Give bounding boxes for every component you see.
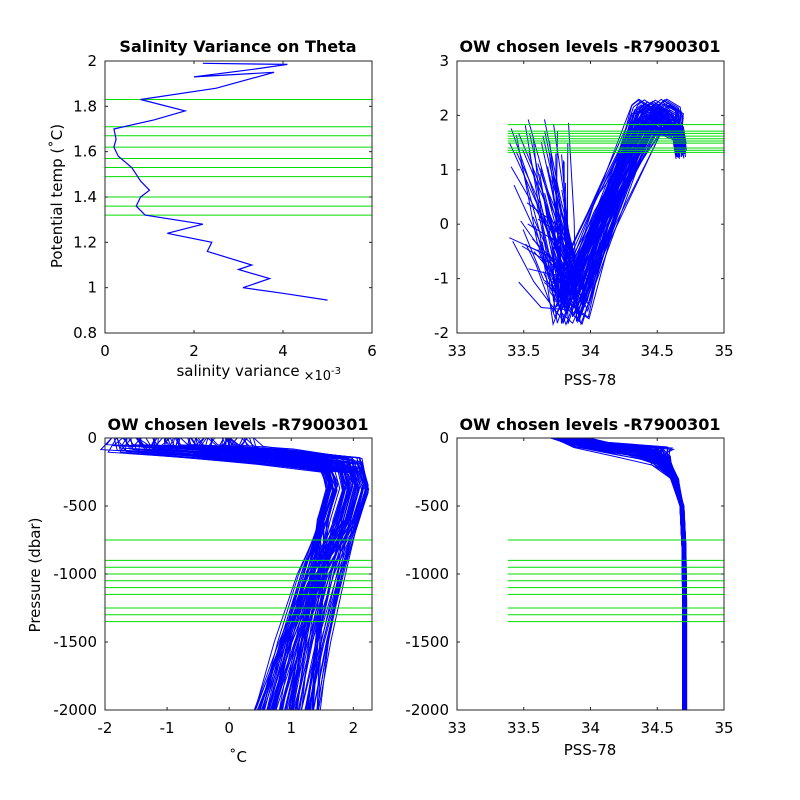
ts-profile-line	[546, 122, 681, 287]
panel-title: OW chosen levels -R7900301	[459, 37, 720, 56]
y-tick-label: -1000	[405, 565, 449, 583]
panel-theta-salinity: OW chosen levels -R7900301 PSS-78 33 33.5…	[434, 37, 734, 389]
temperature-profile-line	[157, 437, 359, 711]
panel-title: OW chosen levels -R7900301	[459, 415, 720, 434]
x-axis-label: PSS-78	[564, 371, 617, 389]
temperature-profile-line	[169, 437, 334, 711]
y-tick-label: 1.6	[73, 143, 97, 161]
ts-profile-line	[559, 108, 683, 310]
y-tick-label: 2	[439, 106, 449, 124]
y-tick-label: 0	[439, 429, 449, 447]
y-tick-label: 1.4	[73, 188, 97, 206]
y-tick-label: -2000	[53, 701, 97, 719]
profiles	[508, 98, 688, 327]
y-tick-label: 0	[87, 429, 97, 447]
x-tick-label: -1	[160, 719, 175, 737]
x-tick-label: 0	[100, 342, 110, 360]
variance-line	[113, 62, 328, 301]
x-tick-label: 33	[447, 719, 466, 737]
y-tick-label: -1500	[405, 633, 449, 651]
temperature-profile-line	[176, 437, 356, 711]
ts-profile-line	[537, 108, 682, 324]
panel-pressure-temperature: OW chosen levels -R7900301 ˚C Pressure (…	[26, 415, 373, 766]
ts-profile-line	[566, 114, 685, 314]
y-tick-label: -2	[434, 324, 449, 342]
y-tick-label: -1000	[53, 565, 97, 583]
x-axis-label: salinity variance	[176, 362, 299, 380]
x-tick-label: 35	[714, 719, 733, 737]
y-tick-label: 3	[439, 52, 449, 70]
y-tick-label: -500	[415, 497, 449, 515]
temperature-profile-line	[130, 437, 365, 711]
x-tick-label: 2	[189, 342, 199, 360]
temperature-profile-line	[237, 437, 369, 711]
x-tick-label: 1	[287, 719, 297, 737]
panel-pressure-salinity: OW chosen levels -R7900301 PSS-78 33 33.5…	[405, 415, 733, 759]
ts-profile-line	[568, 100, 679, 322]
y-tick-label: -1500	[53, 633, 97, 651]
x-tick-label: 34.5	[641, 719, 674, 737]
x-tick-label: 35	[714, 342, 733, 360]
temperature-profile-line	[228, 437, 370, 711]
x-tick-label: 6	[367, 342, 377, 360]
y-tick-label: 1.2	[73, 233, 97, 251]
y-tick-label: 0.8	[73, 324, 97, 342]
panel-salinity-variance: Salinity Variance on Theta salinity vari…	[48, 37, 377, 384]
y-tick-label: 1	[439, 161, 449, 179]
x-tick-label: 0	[224, 719, 234, 737]
y-tick-label: -1	[434, 270, 449, 288]
x-axis-label: PSS-78	[564, 741, 617, 759]
y-tick-label: -2000	[405, 701, 449, 719]
salinity-profile-line	[561, 437, 685, 710]
panel-title: OW chosen levels -R7900301	[107, 415, 368, 434]
x-tick-label: 33	[447, 342, 466, 360]
x-tick-label: 4	[278, 342, 288, 360]
y-axis-label: Pressure (dbar)	[26, 518, 44, 633]
x-tick-label: 34	[581, 719, 600, 737]
panel-title: Salinity Variance on Theta	[119, 37, 356, 56]
y-tick-label: 1.8	[73, 97, 97, 115]
x-tick-label: -2	[98, 719, 113, 737]
profiles	[550, 437, 688, 710]
x-tick-label: 33.5	[507, 342, 540, 360]
ts-profile-line	[549, 114, 679, 308]
temperature-profile-line	[127, 437, 330, 711]
x-tick-label: 34	[581, 342, 600, 360]
x-axis-label: ˚C	[229, 748, 247, 766]
y-tick-label: -500	[63, 497, 97, 515]
y-tick-label: 2	[87, 52, 97, 70]
ts-profile-line	[554, 126, 680, 298]
x-exponent-label: ×10-3	[304, 366, 341, 384]
profiles	[99, 437, 370, 711]
temperature-profile-line	[187, 437, 351, 711]
x-tick-label: 2	[349, 719, 359, 737]
y-tick-label: 1	[87, 279, 97, 297]
x-tick-label: 33.5	[507, 719, 540, 737]
salinity-profile-line	[572, 437, 688, 710]
y-axis-label: Potential temp (˚C)	[48, 124, 66, 268]
temperature-profile-line	[197, 437, 354, 711]
temperature-profile-line	[135, 437, 339, 711]
y-tick-label: 0	[439, 215, 449, 233]
x-tick-label: 34.5	[641, 342, 674, 360]
